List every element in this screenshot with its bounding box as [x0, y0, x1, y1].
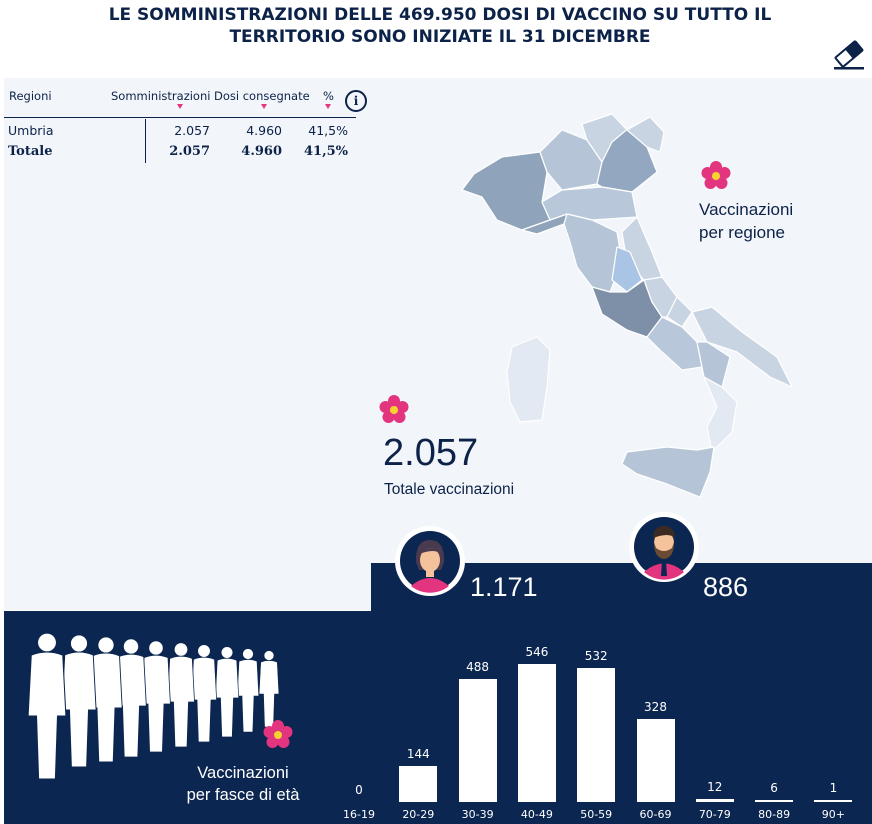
- header-percent[interactable]: %: [323, 89, 334, 103]
- italy-map[interactable]: [452, 102, 802, 502]
- age-bar-value-16-19: 0: [355, 783, 363, 797]
- male-avatar-icon: [629, 512, 699, 582]
- total-administrations: 2.057: [169, 144, 210, 159]
- total-vaccinations-label: Totale vaccinazioni: [384, 481, 515, 498]
- age-label: Vaccinazioni per fasce di età: [168, 762, 318, 806]
- age-bar-90+[interactable]: [814, 800, 853, 802]
- page-title: LE SOMMINISTRAZIONI DELLE 469.950 DOSI D…: [60, 4, 820, 48]
- age-bar-category-30-39: 30-39: [461, 808, 494, 821]
- row-delivered: 4.960: [246, 123, 282, 138]
- table-header-divider: [4, 117, 356, 118]
- region-emilia: [541, 186, 638, 221]
- row-region: Umbria: [8, 123, 54, 138]
- sort-somministrazioni-icon[interactable]: [177, 104, 183, 109]
- age-bar-value-80-89: 6: [770, 781, 778, 795]
- header-somministrazioni[interactable]: Somministrazioni: [111, 89, 211, 103]
- total-label: Totale: [8, 144, 53, 159]
- age-bar-50-59[interactable]: [577, 668, 616, 802]
- header-regioni[interactable]: Regioni: [9, 89, 52, 103]
- age-bar-category-90+: 90+: [821, 808, 845, 821]
- age-bar-category-40-49: 40-49: [520, 808, 553, 821]
- header-dosi-consegnate[interactable]: Dosi consegnate: [214, 89, 310, 103]
- sort-dosi-icon[interactable]: [261, 104, 267, 109]
- age-bar-value-70-79: 12: [707, 780, 723, 794]
- male-count: 886: [703, 572, 749, 602]
- region-friuli: [626, 116, 665, 153]
- age-bar-20-29[interactable]: [399, 766, 438, 802]
- table-column-divider: [145, 119, 146, 163]
- age-bar-value-60-69: 328: [644, 700, 667, 714]
- age-bar-category-70-79: 70-79: [698, 808, 731, 821]
- age-bar-category-20-29: 20-29: [402, 808, 435, 821]
- crowd-illustration: [27, 632, 280, 780]
- age-bar-value-40-49: 546: [525, 645, 549, 659]
- age-bar-40-49[interactable]: [517, 664, 556, 802]
- age-bar-value-30-39: 488: [466, 660, 490, 674]
- age-bar-value-90+: 1: [829, 781, 838, 795]
- row-administrations: 2.057: [174, 123, 210, 138]
- female-count: 1.171: [470, 572, 538, 602]
- title-line-1: LE SOMMINISTRAZIONI DELLE 469.950 DOSI D…: [108, 5, 772, 25]
- female-avatar-icon: [395, 526, 465, 596]
- age-bar-70-79[interactable]: [695, 799, 734, 802]
- age-bar-value-20-29: 144: [406, 747, 430, 761]
- title-line-2: TERRITORIO SONO INIZIATE IL 31 DICEMBRE: [229, 27, 651, 47]
- region-sardegna: [506, 336, 551, 423]
- row-percent: 41,5%: [308, 123, 348, 138]
- age-bar-category-80-89: 80-89: [758, 808, 791, 821]
- age-label-line-2: per fasce di età: [186, 786, 300, 804]
- map-label-line-2: per regione: [699, 223, 786, 242]
- total-vaccinations-value: 2.057: [383, 432, 479, 474]
- total-delivered: 4.960: [241, 144, 282, 159]
- info-icon[interactable]: i: [345, 90, 367, 112]
- age-bar-category-16-19: 16-19: [343, 808, 375, 821]
- map-label: Vaccinazioni per regione: [699, 198, 793, 244]
- map-label-line-1: Vaccinazioni: [699, 200, 794, 219]
- region-piemonte: [461, 151, 551, 231]
- age-bar-80-89[interactable]: [755, 800, 794, 802]
- age-bar-category-50-59: 50-59: [580, 808, 613, 821]
- eraser-icon[interactable]: [832, 38, 866, 70]
- flower-icon: [263, 720, 293, 748]
- flower-icon: [701, 161, 731, 189]
- sort-percent-icon[interactable]: [325, 104, 331, 109]
- region-basilicata: [696, 341, 731, 388]
- total-percent: 41,5%: [303, 144, 348, 159]
- age-bar-value-50-59: 532: [584, 649, 608, 663]
- region-calabria: [703, 376, 738, 453]
- flower-icon: [379, 395, 409, 423]
- age-bar-30-39[interactable]: [458, 679, 497, 802]
- region-sicilia: [621, 446, 715, 498]
- age-label-line-1: Vaccinazioni: [197, 764, 289, 782]
- region-puglia: [691, 306, 793, 388]
- age-bar-category-60-69: 60-69: [639, 808, 672, 821]
- age-bar-60-69[interactable]: [636, 719, 675, 802]
